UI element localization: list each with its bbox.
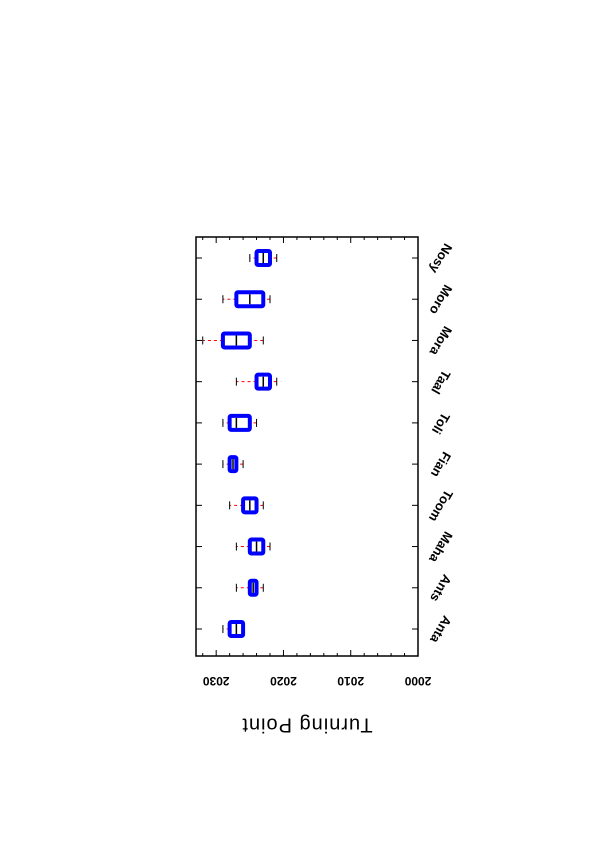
box-group <box>196 578 418 597</box>
category-label: Mora <box>426 324 455 359</box>
category-label: Ants <box>427 572 454 605</box>
box-group <box>196 620 418 638</box>
category-label: Taal <box>428 368 454 397</box>
y-axis-title: Turning Point <box>241 714 372 736</box>
plot-frame <box>195 236 419 657</box>
category-label: Nosy <box>426 241 455 277</box>
category-label: Moro <box>426 282 455 317</box>
box-group <box>196 249 418 267</box>
box-iqr <box>227 413 252 432</box>
y-tick-label: 2020 <box>270 674 297 688</box>
box-group <box>196 496 418 515</box>
category-label: Fian <box>428 449 454 480</box>
box-group <box>196 455 418 474</box>
y-tick-label: 2000 <box>404 674 431 688</box>
box-group <box>196 290 418 309</box>
box-group <box>196 413 418 432</box>
y-tick-label: 2010 <box>337 674 364 688</box>
y-tick-label: 2030 <box>203 674 230 688</box>
category-label: Maha <box>426 529 456 566</box>
box-group <box>196 372 418 391</box>
category-label: Anta <box>427 613 455 646</box>
box-group <box>196 331 418 350</box>
category-label: Toli <box>429 410 453 437</box>
category-label: Toom <box>426 487 456 524</box>
box-group <box>196 537 418 556</box>
